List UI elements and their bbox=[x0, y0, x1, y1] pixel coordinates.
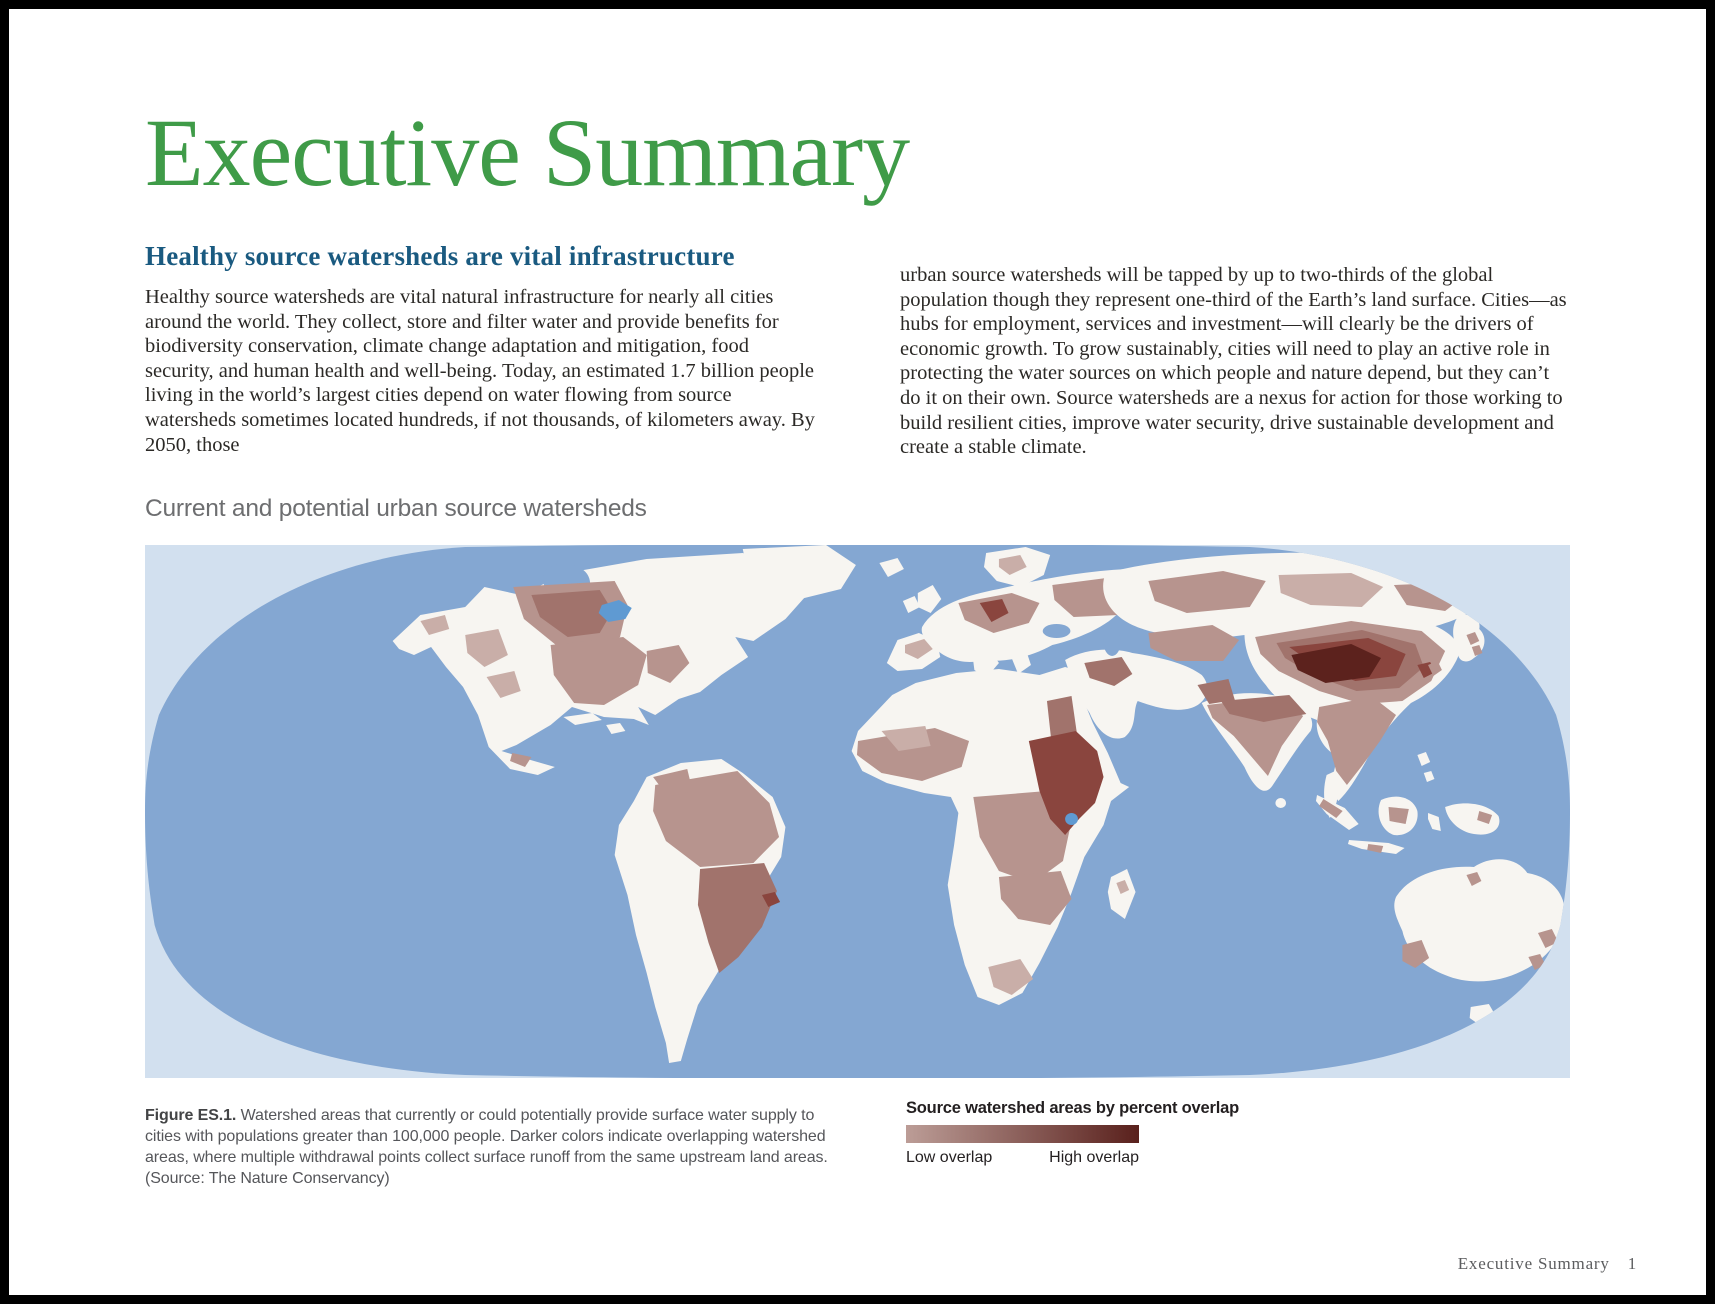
legend-gradient-bar bbox=[906, 1125, 1139, 1143]
watershed-japan-1 bbox=[1466, 632, 1480, 645]
figure-caption: Figure ES.1. Watershed areas that curren… bbox=[145, 1105, 850, 1189]
watershed-japan-2 bbox=[1471, 645, 1483, 656]
great-lakes bbox=[598, 600, 632, 622]
watershed-borneo bbox=[1388, 807, 1409, 824]
legend-high-label: High overlap bbox=[1049, 1149, 1139, 1166]
watershed-mexico bbox=[486, 671, 521, 698]
watershed-us-east bbox=[646, 645, 690, 683]
column-left: Healthy source watersheds are vital infr… bbox=[145, 241, 815, 460]
iceland-land bbox=[879, 558, 904, 577]
britain-land bbox=[917, 585, 942, 613]
watershed-new-guinea bbox=[1477, 811, 1493, 824]
philippines-land-2 bbox=[1423, 771, 1435, 782]
section-heading: Healthy source watersheds are vital infr… bbox=[145, 241, 735, 271]
italy-land bbox=[972, 647, 999, 678]
watershed-amazon bbox=[653, 771, 780, 867]
watershed-madagascar bbox=[1116, 880, 1130, 894]
legend-labels: Low overlap High overlap bbox=[906, 1149, 1139, 1167]
footer-page-number: 1 bbox=[1627, 1254, 1637, 1273]
watershed-south-africa bbox=[988, 959, 1034, 995]
watershed-iberia bbox=[905, 639, 933, 659]
new-guinea-land bbox=[1445, 803, 1500, 835]
greece-land bbox=[1009, 649, 1031, 674]
figure-caption-label: Figure ES.1. bbox=[145, 1107, 237, 1124]
landmasses bbox=[392, 545, 1565, 1071]
africa bbox=[851, 667, 1136, 1005]
figure-caption-text: Watershed areas that currently or could … bbox=[145, 1107, 828, 1187]
column-right: urban source watersheds will be tapped b… bbox=[900, 241, 1570, 460]
watershed-magdalena bbox=[653, 769, 693, 797]
ireland-land bbox=[902, 596, 920, 613]
map-legend: Source watershed areas by percent overla… bbox=[906, 1099, 1271, 1167]
watershed-se-asia bbox=[1317, 697, 1397, 785]
intro-columns: Healthy source watersheds are vital infr… bbox=[145, 241, 1570, 460]
cuba-land bbox=[563, 713, 602, 725]
watershed-java bbox=[1367, 844, 1384, 853]
watershed-congo bbox=[973, 791, 1072, 883]
world-map bbox=[145, 545, 1570, 1078]
watershed-brazil-coast bbox=[761, 892, 781, 907]
watershed-nile bbox=[1028, 731, 1104, 835]
hispaniola-land bbox=[606, 723, 626, 734]
watershed-central-america bbox=[510, 753, 532, 767]
watershed-australia-north bbox=[1466, 872, 1482, 886]
watershed-canada-inner bbox=[531, 590, 613, 637]
watershed-tigris bbox=[1084, 657, 1133, 686]
madagascar-land bbox=[1107, 869, 1136, 919]
north-america bbox=[392, 545, 856, 775]
page-footer: Executive Summary 1 bbox=[1458, 1254, 1637, 1274]
page-title: Executive Summary bbox=[145, 99, 910, 206]
watershed-korea bbox=[1428, 661, 1442, 676]
body-paragraph-left: Healthy source watersheds are vital natu… bbox=[145, 286, 815, 456]
watershed-zambezi bbox=[998, 871, 1072, 925]
greenland-land bbox=[742, 545, 856, 599]
philippines-land-1 bbox=[1417, 752, 1431, 766]
watershed-scandinavia bbox=[998, 555, 1027, 575]
watershed-nile-north bbox=[1046, 696, 1077, 740]
legend-title: Source watershed areas by percent overla… bbox=[906, 1099, 1239, 1117]
watershed-us-west bbox=[465, 629, 508, 667]
watershed-australia-east-1 bbox=[1537, 929, 1559, 948]
watershed-niger-inner bbox=[881, 726, 931, 751]
watershed-perth bbox=[1402, 940, 1430, 968]
watershed-ob bbox=[1148, 571, 1266, 613]
sri-lanka-land bbox=[1275, 798, 1287, 808]
watershed-yangtze-core bbox=[1291, 644, 1382, 683]
watershed-lena bbox=[1278, 573, 1384, 607]
watershed-indus bbox=[1197, 679, 1235, 704]
footer-section-name: Executive Summary bbox=[1457, 1254, 1610, 1273]
south-america bbox=[614, 759, 786, 1063]
watershed-central-asia bbox=[1148, 625, 1240, 661]
watershed-west-africa bbox=[856, 728, 970, 781]
watershed-rhine-dark bbox=[979, 599, 1009, 622]
watershed-alaska bbox=[420, 615, 450, 635]
body-paragraph-right: urban source watersheds will be tapped b… bbox=[900, 264, 1567, 459]
watershed-sumatra bbox=[1319, 799, 1343, 818]
caspian-sea bbox=[1103, 628, 1121, 656]
legend-low-label: Low overlap bbox=[906, 1149, 993, 1166]
lake-victoria bbox=[1065, 813, 1078, 825]
world-map-figure bbox=[145, 545, 1570, 1078]
australia-land bbox=[1394, 859, 1565, 982]
watershed-parana bbox=[697, 863, 777, 973]
figure-heading: Current and potential urban source water… bbox=[145, 495, 647, 522]
watershed-mississippi bbox=[550, 637, 647, 705]
black-sea bbox=[1042, 624, 1071, 638]
sulawesi-land bbox=[1428, 813, 1441, 831]
europe bbox=[879, 547, 1139, 678]
watershed-ganges bbox=[1220, 695, 1307, 722]
